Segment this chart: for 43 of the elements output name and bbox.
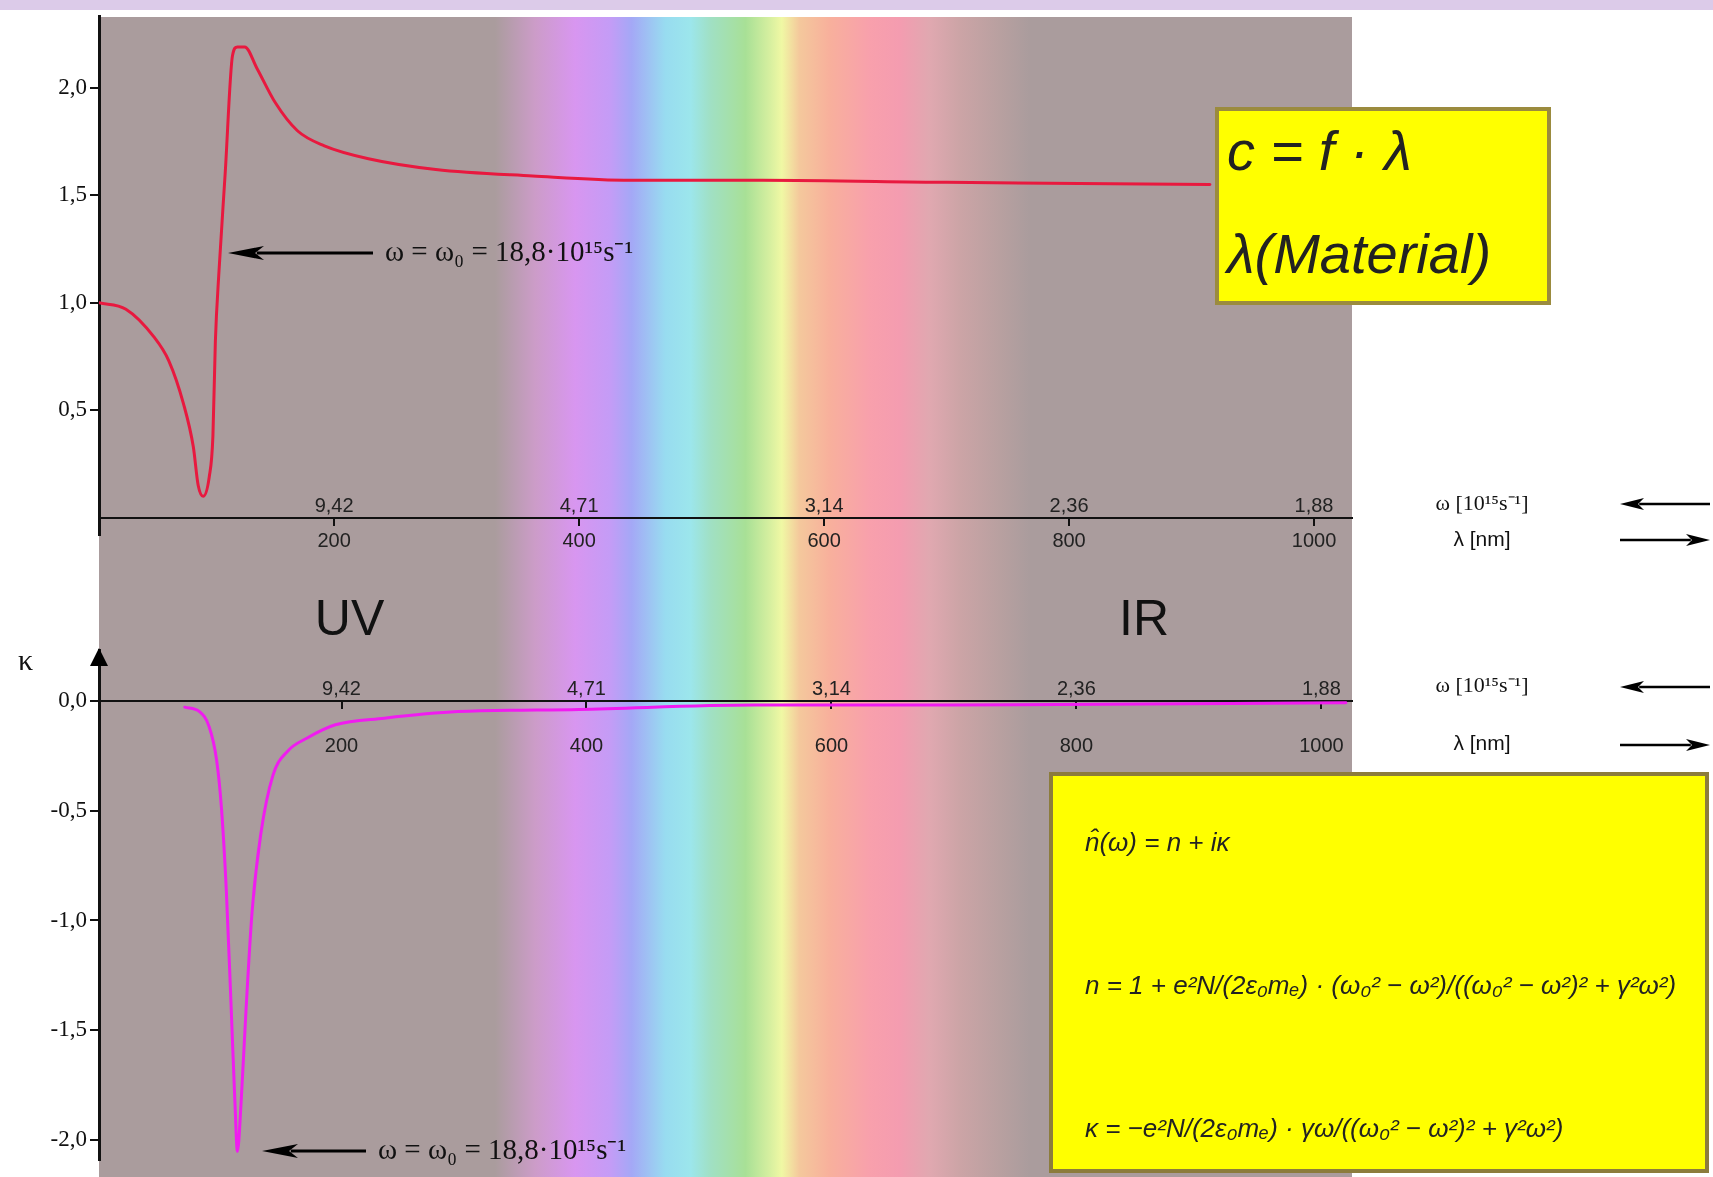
annotation: n̂(ω) = n + iκ <box>1085 826 1230 859</box>
annotation: ω = ω₀ = 18,8·10¹⁵s⁻¹ <box>378 1133 627 1166</box>
x-tick-label: 200 <box>324 734 359 757</box>
y-axis-title: κ <box>18 642 34 676</box>
annotation: ω = ω₀ = 18,8·10¹⁵s⁻¹ <box>385 235 634 268</box>
y-tick-label: 1,0 <box>58 288 87 314</box>
annotation: 4,71 <box>559 493 599 516</box>
annotation: 1,88 <box>1294 493 1334 516</box>
x-tick-label: 400 <box>562 529 596 552</box>
x-tick-label: 1000 <box>1291 529 1337 552</box>
y-tick-label: -0,5 <box>50 796 87 822</box>
annotation: n = 1 + e²N/(2ε₀mₑ) · (ω₀² − ω²)/((ω₀² − ω²)² + γ²ω²) <box>1085 968 1677 1002</box>
y-tick-label: 0,5 <box>58 396 87 422</box>
y-tick-label: 1,5 <box>58 181 87 207</box>
annotation: 3,14 <box>811 676 851 699</box>
x-axis-title: λ [nm] <box>1453 731 1511 755</box>
y-tick-label: 0,0 <box>58 686 87 712</box>
line-series <box>99 45 1212 498</box>
x-tick-label: 200 <box>317 529 351 552</box>
x2-axis-title: ω [10¹⁵s⁻¹] <box>1435 489 1529 515</box>
x-tick-label: 600 <box>814 734 849 757</box>
x-tick-label: 1000 <box>1299 734 1344 757</box>
annotation: κ = −e²N/(2ε₀mₑ) · γω/((ω₀² − ω²)² + γ²ω²) <box>1085 1111 1564 1145</box>
annotation: 9,42 <box>314 493 354 516</box>
y-tick-label: -2,0 <box>50 1126 87 1152</box>
x-tick-label: 800 <box>1059 734 1094 757</box>
x-tick-label: 400 <box>569 734 604 757</box>
annotation: 3,14 <box>804 493 844 516</box>
text: UV <box>314 590 385 646</box>
annotation: 4,71 <box>567 676 606 699</box>
y-tick-label: -1,0 <box>50 906 87 932</box>
x-tick-label: 600 <box>807 529 841 552</box>
x-axis-title: λ [nm] <box>1453 526 1511 550</box>
annotation: 1,88 <box>1301 676 1341 699</box>
x2-axis-title: ω [10¹⁵s⁻¹] <box>1435 672 1529 698</box>
y-tick-label: -1,5 <box>50 1016 87 1042</box>
annotation: 2,36 <box>1056 676 1096 699</box>
annotation: c = f · λ <box>1227 118 1412 184</box>
y-tick-label: 2,0 <box>58 73 87 99</box>
x-tick-label: 800 <box>1052 529 1086 552</box>
annotation: 2,36 <box>1049 493 1089 516</box>
annotation: 9,42 <box>322 676 361 699</box>
text: IR <box>1119 590 1169 646</box>
